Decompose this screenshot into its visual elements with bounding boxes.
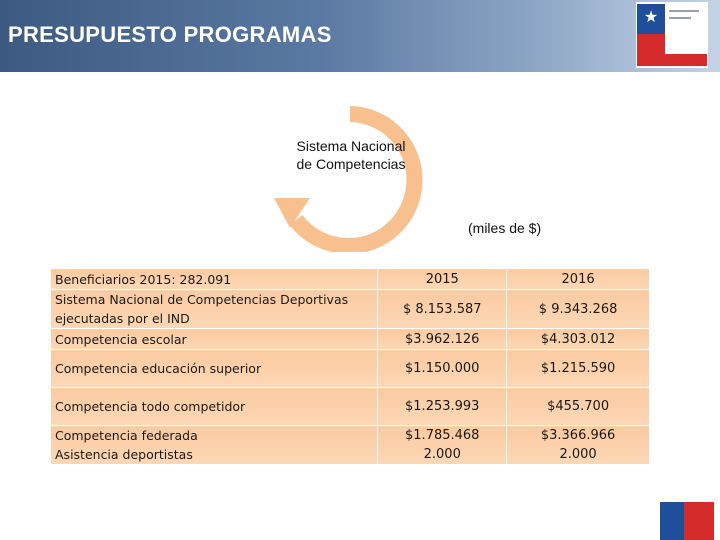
federada-label: Competencia federada (55, 428, 198, 443)
flag-corner-icon (660, 502, 714, 540)
year-header-2015: 2015 (377, 268, 508, 290)
table-row: Competencia escolar $3.962.126 $4.303.01… (49, 328, 650, 350)
asistencia-2015: 2.000 (423, 447, 461, 462)
row-value-2016: $1.215.590 (506, 349, 650, 388)
row-value-2015: $1.253.993 (377, 387, 508, 426)
escolar-2015: $3.962.126 (377, 328, 508, 350)
total-2016: $ 9.343.268 (506, 289, 650, 329)
sistema-cell: Sistema Nacional de Competencias Deporti… (49, 289, 379, 329)
federada-2016-cell: $3.366.966 2.000 (506, 425, 650, 465)
table-row: Competencia federada Asistencia deportis… (49, 425, 650, 465)
escolar-cell: Competencia escolar (49, 328, 379, 350)
cycle-arrow-icon (274, 106, 423, 252)
row-label: Competencia todo competidor (49, 387, 379, 426)
row-label: Competencia educación superior (49, 349, 379, 388)
asistencia-label: Asistencia deportistas (55, 447, 193, 462)
government-logo-icon: ★ (636, 2, 708, 68)
row-value-2016: $455.700 (506, 387, 650, 426)
budget-table: Beneficiarios 2015: 282.091 2015 2016 Si… (49, 268, 650, 465)
total-2015: $ 8.153.587 (377, 289, 508, 329)
table-row: Competencia todo competidor $1.253.993 $… (49, 387, 650, 426)
asistencia-2016: 2.000 (559, 447, 597, 462)
diagram-center-label: Sistema Nacional de Competencias (296, 138, 406, 172)
table-row: Competencia educación superior $1.150.00… (49, 349, 650, 388)
federada-2016: $3.366.966 (540, 428, 616, 443)
units-note: (miles de $) (468, 220, 542, 236)
row-value-2015: $1.150.000 (377, 349, 508, 388)
escolar-2016: $4.303.012 (506, 328, 650, 350)
page-title: PRESUPUESTO PROGRAMAS (8, 22, 332, 47)
table-row: Sistema Nacional de Competencias Deporti… (49, 289, 650, 329)
federada-cell: Competencia federada Asistencia deportis… (49, 425, 379, 465)
beneficiarios-cell: Beneficiarios 2015: 282.091 (49, 268, 379, 290)
federada-2015-cell: $1.785.468 2.000 (377, 425, 508, 465)
header-banner: PRESUPUESTO PROGRAMAS ★ (0, 0, 720, 72)
federada-2015: $1.785.468 (405, 428, 480, 443)
year-header-2016: 2016 (506, 268, 650, 290)
table-row: Beneficiarios 2015: 282.091 2015 2016 (49, 268, 650, 290)
